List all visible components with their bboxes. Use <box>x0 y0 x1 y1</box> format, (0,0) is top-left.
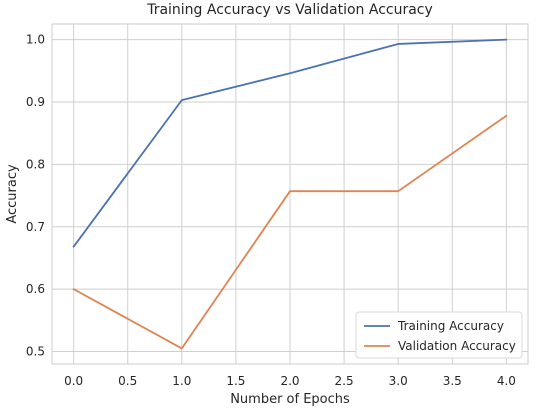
x-tick-label: 2.5 <box>335 374 354 388</box>
y-axis-label: Accuracy <box>5 164 20 224</box>
y-tick-labels: 0.5 0.6 0.7 0.8 0.9 1.0 <box>26 33 45 359</box>
legend-label-training-accuracy: Training Accuracy <box>397 319 504 333</box>
x-tick-label: 3.0 <box>389 374 408 388</box>
y-tick-label: 0.5 <box>26 345 45 359</box>
y-tick-label: 0.7 <box>26 220 45 234</box>
grid <box>52 24 528 364</box>
x-tick-label: 0.5 <box>118 374 137 388</box>
y-tick-label: 0.8 <box>26 157 45 171</box>
plot-frame <box>51 23 529 365</box>
x-tick-label: 1.0 <box>172 374 191 388</box>
y-tick-label: 0.6 <box>26 282 45 296</box>
legend-label-validation-accuracy: Validation Accuracy <box>398 339 516 353</box>
y-tick-label: 1.0 <box>26 33 45 47</box>
x-axis-label: Number of Epochs <box>230 392 350 407</box>
x-tick-label: 3.5 <box>443 374 462 388</box>
series-line-validation-accuracy <box>72 114 508 350</box>
legend: Training Accuracy Validation Accuracy <box>355 311 523 359</box>
y-tick-label: 0.9 <box>26 95 45 109</box>
series-line-training-accuracy <box>72 38 508 248</box>
series-group <box>72 38 508 350</box>
x-tick-label: 1.5 <box>226 374 245 388</box>
x-tick-labels: 0.0 0.5 1.0 1.5 2.0 2.5 3.0 3.5 4.0 <box>64 374 516 388</box>
legend-box <box>355 311 523 359</box>
x-tick-label: 4.0 <box>497 374 516 388</box>
chart-title: Training Accuracy vs Validation Accuracy <box>146 2 433 18</box>
x-tick-label: 0.0 <box>64 374 83 388</box>
x-tick-label: 2.0 <box>280 374 299 388</box>
